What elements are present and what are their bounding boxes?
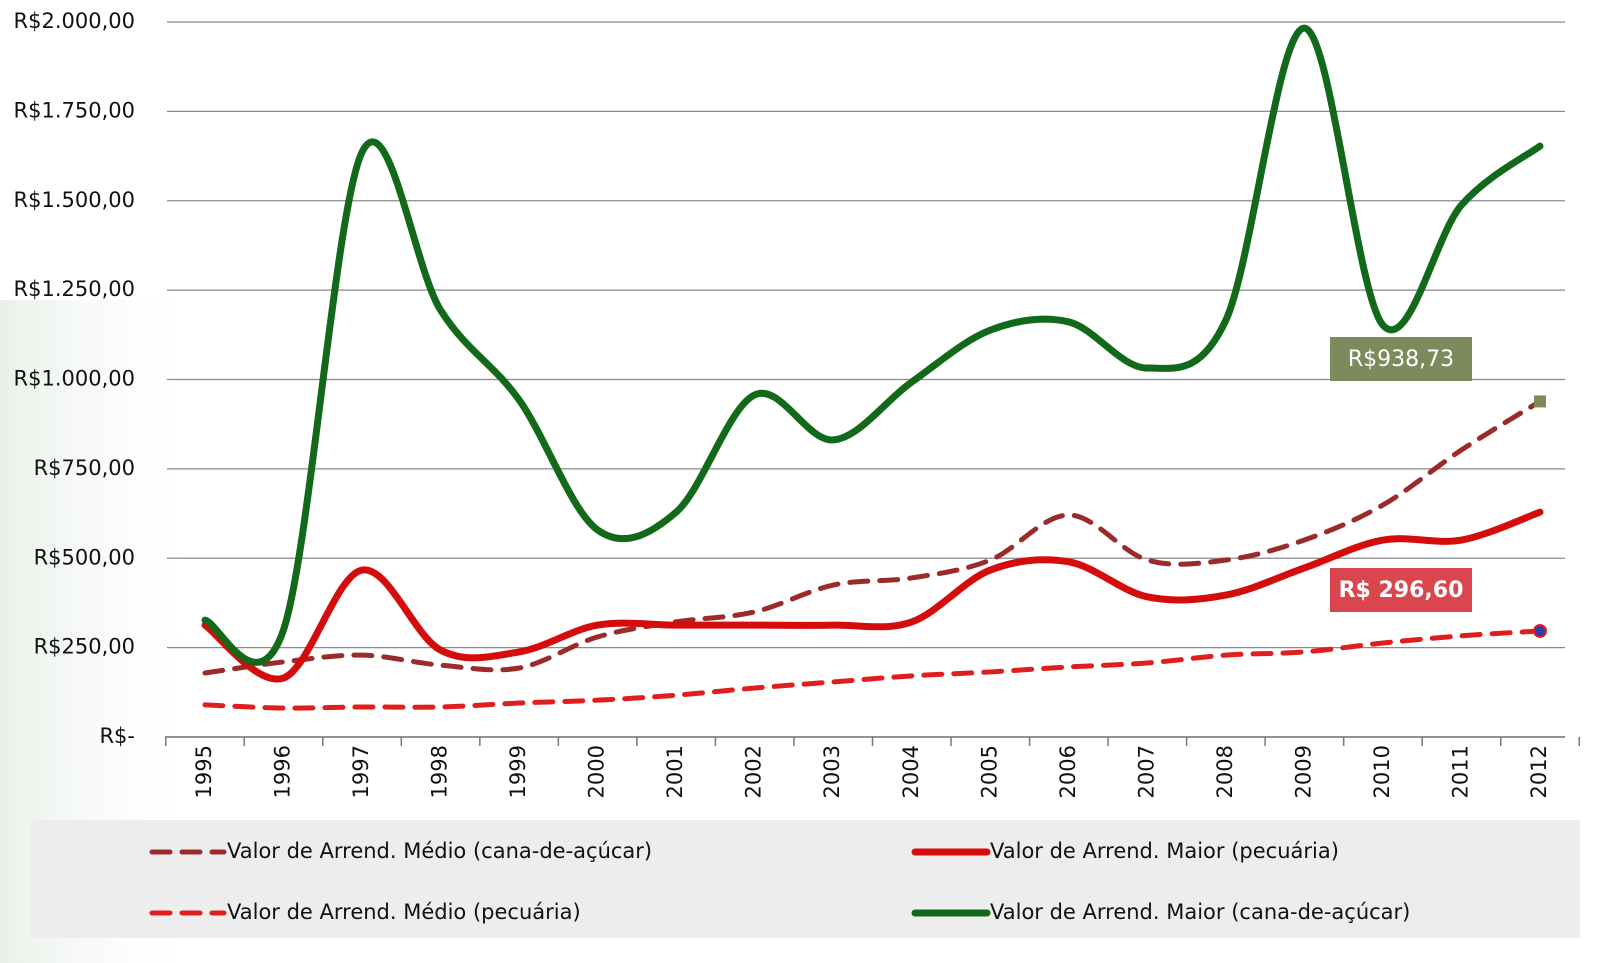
x-tick-label: 2011 bbox=[1448, 745, 1472, 798]
data-label: R$ 296,60 bbox=[1330, 568, 1472, 612]
series-line bbox=[202, 628, 1543, 711]
y-tick-label: R$2.000,00 bbox=[14, 9, 135, 33]
x-tick-label: 2001 bbox=[663, 745, 687, 798]
x-tick-label: 2008 bbox=[1213, 745, 1237, 798]
x-tick-label: 1997 bbox=[349, 745, 373, 798]
x-tick-label: 1995 bbox=[192, 745, 216, 798]
y-tick-label: R$1.250,00 bbox=[14, 277, 135, 301]
x-tick-label: 2003 bbox=[820, 745, 844, 798]
y-tick-label: R$1.750,00 bbox=[14, 98, 135, 122]
series-line bbox=[202, 398, 1543, 676]
series-line bbox=[201, 508, 1544, 683]
y-tick-label: R$1.500,00 bbox=[14, 188, 135, 212]
x-tick-label: 2002 bbox=[742, 745, 766, 798]
x-tick-label: 2010 bbox=[1370, 745, 1394, 798]
y-tick-label: R$500,00 bbox=[34, 545, 135, 569]
x-tick-label: 2004 bbox=[899, 745, 923, 798]
x-tick-label: 1996 bbox=[271, 745, 295, 798]
data-label-box bbox=[1330, 568, 1472, 612]
end-marker bbox=[1533, 623, 1547, 638]
x-tick-label: 2000 bbox=[585, 745, 609, 798]
end-marker bbox=[1534, 395, 1546, 408]
legend-label: Valor de Arrend. Maior (cana-de-açúcar) bbox=[990, 900, 1410, 924]
x-tick-label: 2005 bbox=[977, 745, 1001, 798]
data-label-text: R$ 296,60 bbox=[1339, 578, 1464, 603]
y-tick-label: R$- bbox=[99, 724, 135, 748]
x-tick-label: 2007 bbox=[1134, 745, 1158, 798]
x-tick-label: 1998 bbox=[428, 745, 452, 798]
legend-label: Valor de Arrend. Maior (pecuária) bbox=[990, 839, 1339, 863]
series-line bbox=[201, 24, 1544, 666]
x-tick-label: 2009 bbox=[1291, 745, 1315, 798]
x-tick-label: 1999 bbox=[506, 745, 530, 798]
data-label-text: R$938,73 bbox=[1348, 347, 1454, 372]
legend-label: Valor de Arrend. Médio (pecuária) bbox=[227, 900, 581, 924]
y-tick-label: R$1.000,00 bbox=[14, 367, 135, 391]
data-label-box bbox=[1330, 337, 1472, 381]
y-tick-label: R$250,00 bbox=[34, 635, 135, 659]
data-label: R$938,73 bbox=[1330, 337, 1472, 381]
legend-box bbox=[30, 820, 1580, 938]
legend-label: Valor de Arrend. Médio (cana-de-açúcar) bbox=[227, 839, 652, 863]
x-tick-label: 2006 bbox=[1056, 745, 1080, 798]
x-tick-label: 2012 bbox=[1527, 745, 1551, 798]
y-tick-label: R$750,00 bbox=[34, 456, 135, 480]
